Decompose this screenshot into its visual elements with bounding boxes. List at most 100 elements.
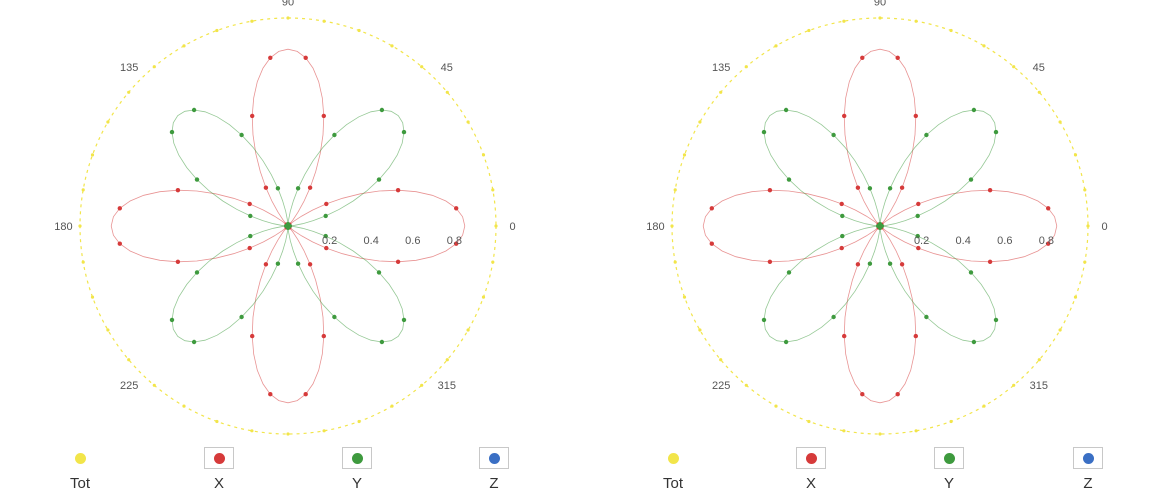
tot-point xyxy=(682,153,687,157)
series-x-lobe xyxy=(110,189,289,263)
series-x-lobe xyxy=(879,189,1058,263)
legend-label-x: X xyxy=(805,475,816,492)
tot-point xyxy=(127,90,131,94)
legend-label-y: Y xyxy=(351,475,362,492)
series-y-point xyxy=(332,132,337,138)
series-x-point xyxy=(899,262,905,267)
series-y-point xyxy=(169,129,175,135)
series-x-point xyxy=(324,245,329,251)
angle-tick-label: 0 xyxy=(510,221,516,233)
tot-point xyxy=(1037,358,1041,362)
legend-item-tot[interactable]: Tot xyxy=(643,447,703,492)
angle-tick-label: 90 xyxy=(874,0,886,8)
series-y-point xyxy=(275,186,281,191)
series-x-point xyxy=(895,392,900,397)
series-y-point xyxy=(915,233,920,239)
legend-item-tot[interactable]: Tot xyxy=(50,447,110,492)
series-y-point xyxy=(867,186,873,191)
series-x-point xyxy=(321,113,326,119)
tot-point xyxy=(494,224,498,228)
tot-point xyxy=(215,28,219,33)
polar-chart-left: 0 45 90 135 180 225 270 315 0.2 0.4 0.6 0.8 Tot X Y… xyxy=(50,0,524,492)
series-x-point xyxy=(855,262,861,267)
tot-point xyxy=(1073,295,1078,299)
tot-point xyxy=(152,65,156,69)
series-x-point xyxy=(454,241,459,246)
series-x-point xyxy=(247,201,252,207)
legend-swatch-x xyxy=(796,447,826,469)
series-y-point xyxy=(379,339,385,345)
tot-point xyxy=(807,28,811,33)
legend-item-x[interactable]: X xyxy=(781,447,841,492)
tot-point xyxy=(1012,65,1016,69)
polar-plot-left: 0 45 90 135 180 225 270 315 0.2 0.4 0.6 0.8 xyxy=(54,0,516,447)
tot-point xyxy=(250,429,254,433)
tot-point xyxy=(673,260,677,264)
tot-point xyxy=(670,224,674,228)
legend-item-z[interactable]: Z xyxy=(464,447,524,492)
tot-point xyxy=(744,383,748,387)
series-y-point xyxy=(840,233,845,239)
radial-tick-label: 0.2 xyxy=(914,235,929,247)
angle-tick-label: 270 xyxy=(279,446,297,447)
legend-label-x: X xyxy=(213,475,224,492)
tot-point xyxy=(1083,260,1087,264)
legend-item-y[interactable]: Y xyxy=(327,447,387,492)
series-x-point xyxy=(175,188,181,193)
series-y-point xyxy=(239,132,244,138)
series-x-point xyxy=(916,245,921,251)
tot-point xyxy=(842,429,846,433)
tot-point xyxy=(481,295,486,299)
series-y-point xyxy=(169,317,175,323)
series-y-point xyxy=(323,233,328,239)
tot-point xyxy=(78,224,82,228)
series-x-lobe xyxy=(251,48,325,227)
tot-point xyxy=(127,358,131,362)
series-y-point xyxy=(401,317,407,323)
series-y-lobe xyxy=(763,109,881,227)
series-x-point xyxy=(913,333,918,339)
tot-point xyxy=(1086,224,1090,228)
series-x-point xyxy=(860,55,865,60)
tot-point xyxy=(878,16,882,20)
series-y-point xyxy=(401,129,407,135)
legend-item-y[interactable]: Y xyxy=(919,447,979,492)
series-x-point xyxy=(307,185,313,190)
tot-point xyxy=(215,419,219,424)
series-y-point xyxy=(248,233,253,239)
series-y-point xyxy=(323,213,328,219)
tot-point xyxy=(719,358,723,362)
angle-tick-label: 225 xyxy=(120,380,138,392)
legend-label-z: Z xyxy=(1083,475,1093,492)
legend-right: Tot X Y Z xyxy=(577,447,1154,495)
series-y-lobe xyxy=(171,109,289,227)
series-x-point xyxy=(987,259,993,264)
legend-item-z[interactable]: Z xyxy=(1058,447,1118,492)
tot-point xyxy=(807,419,811,424)
tot-point xyxy=(481,153,486,157)
legend-swatch-y xyxy=(934,447,964,469)
tot-point xyxy=(1058,328,1062,332)
tot-point xyxy=(390,404,394,408)
tot-point xyxy=(357,419,361,424)
tot-point xyxy=(250,19,254,23)
series-x-point xyxy=(307,262,313,267)
tot-point xyxy=(719,90,723,94)
series-y-lobe xyxy=(287,109,405,227)
tot-point xyxy=(774,404,778,408)
series-x-point xyxy=(860,392,865,397)
series-x-point xyxy=(767,259,773,264)
series-y-point xyxy=(924,314,929,320)
tot-point xyxy=(774,44,778,48)
angle-tick-label: 270 xyxy=(871,446,889,447)
series-x-point xyxy=(175,259,181,264)
legend-swatch-z xyxy=(479,447,509,469)
angle-tick-label: 225 xyxy=(712,380,730,392)
series-y-point xyxy=(194,177,200,182)
tot-point xyxy=(420,65,424,69)
series-x-point xyxy=(916,201,921,207)
legend-label-z: Z xyxy=(489,475,499,492)
series-x-point xyxy=(303,392,308,397)
series-y-point xyxy=(993,129,999,135)
legend-item-x[interactable]: X xyxy=(189,447,249,492)
